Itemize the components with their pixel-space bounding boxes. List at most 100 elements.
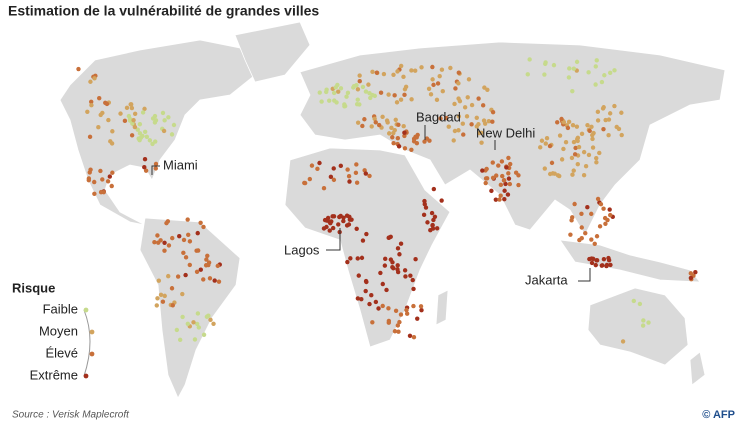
city-dot [191,320,196,325]
city-dot [415,316,420,321]
city-dot [155,296,160,301]
city-dot [462,105,468,110]
city-dot [506,155,511,161]
city-dot [369,293,374,298]
city-dot [409,68,414,73]
city-dot [589,256,594,261]
city-dot [364,231,369,237]
city-dot [152,239,157,245]
city-dot [153,161,159,167]
city-dot [137,122,143,127]
city-dot [513,170,519,175]
city-dot [573,145,578,151]
city-dot [347,217,353,222]
city-dot [162,240,167,245]
city-dot [480,103,486,108]
city-dot [367,173,372,179]
city-dot [595,109,601,115]
city-dot [466,77,472,82]
city-dot [431,186,437,192]
city-dot [456,70,462,75]
city-dot [559,157,565,162]
city-dot [469,102,475,108]
city-dot [547,143,553,149]
city-dot [597,224,603,229]
city-dot [124,105,130,111]
city-dot [175,274,181,279]
city-dot [404,307,409,313]
city-dot [593,262,598,268]
city-dot [631,298,637,304]
city-dot [374,70,380,75]
city-dot [409,97,414,102]
city-dot [581,149,587,155]
city-dot [355,296,361,301]
city-dot [331,166,336,171]
city-dot [359,255,365,261]
city-dot [186,232,191,237]
city-dot [539,138,545,143]
city-dot [484,176,490,181]
city-dot [181,250,186,256]
city-dot [386,306,391,311]
city-dot [104,101,110,107]
city-dot [198,267,203,272]
city-dot [404,311,410,316]
city-dot [411,136,417,142]
city-dot [606,255,611,261]
city-dot [355,256,360,261]
city-dot [595,118,601,123]
city-dot [345,167,350,172]
city-dot [481,118,487,123]
city-dot [363,288,368,294]
city-dot [490,160,495,165]
city-dot [393,308,399,313]
city-dot [542,72,547,77]
city-dot [380,281,385,287]
city-dot [561,146,566,152]
city-dot [603,221,608,226]
city-dot [476,122,481,127]
city-dot [376,306,381,311]
city-dot [181,237,187,243]
city-dot [422,201,427,207]
city-dot [395,269,401,275]
city-dot [493,197,499,202]
city-dot [543,141,548,146]
city-dot [177,233,182,239]
city-dot [430,226,436,231]
city-dot [140,133,145,139]
city-dot [498,193,503,198]
city-dot [355,87,361,92]
city-dot [504,165,509,170]
city-dot [402,146,408,151]
city-dot [87,170,92,175]
city-dot [570,122,576,128]
city-dot [391,72,396,77]
city-dot [407,333,413,338]
city-dot [542,166,548,171]
city-dot [589,211,594,217]
city-dot [92,179,97,185]
city-dot [170,235,175,241]
city-dot [572,201,577,207]
city-dot [393,117,398,122]
city-dot [606,132,611,138]
city-dot [601,105,606,110]
city-dot [587,128,592,134]
city-dot [486,119,492,124]
city-dot [129,105,135,111]
city-dot [208,317,213,323]
city-dot [395,263,400,268]
city-dot [327,228,332,233]
city-dot [499,159,505,164]
city-dot [357,73,362,78]
city-dot [589,237,594,242]
city-dot [476,96,481,101]
city-label: New Delhi [476,125,535,140]
city-dot [195,230,200,236]
legend-label: Faible [43,301,78,316]
city-dot [575,161,580,167]
city-dot [591,130,596,136]
city-dot [372,93,378,99]
